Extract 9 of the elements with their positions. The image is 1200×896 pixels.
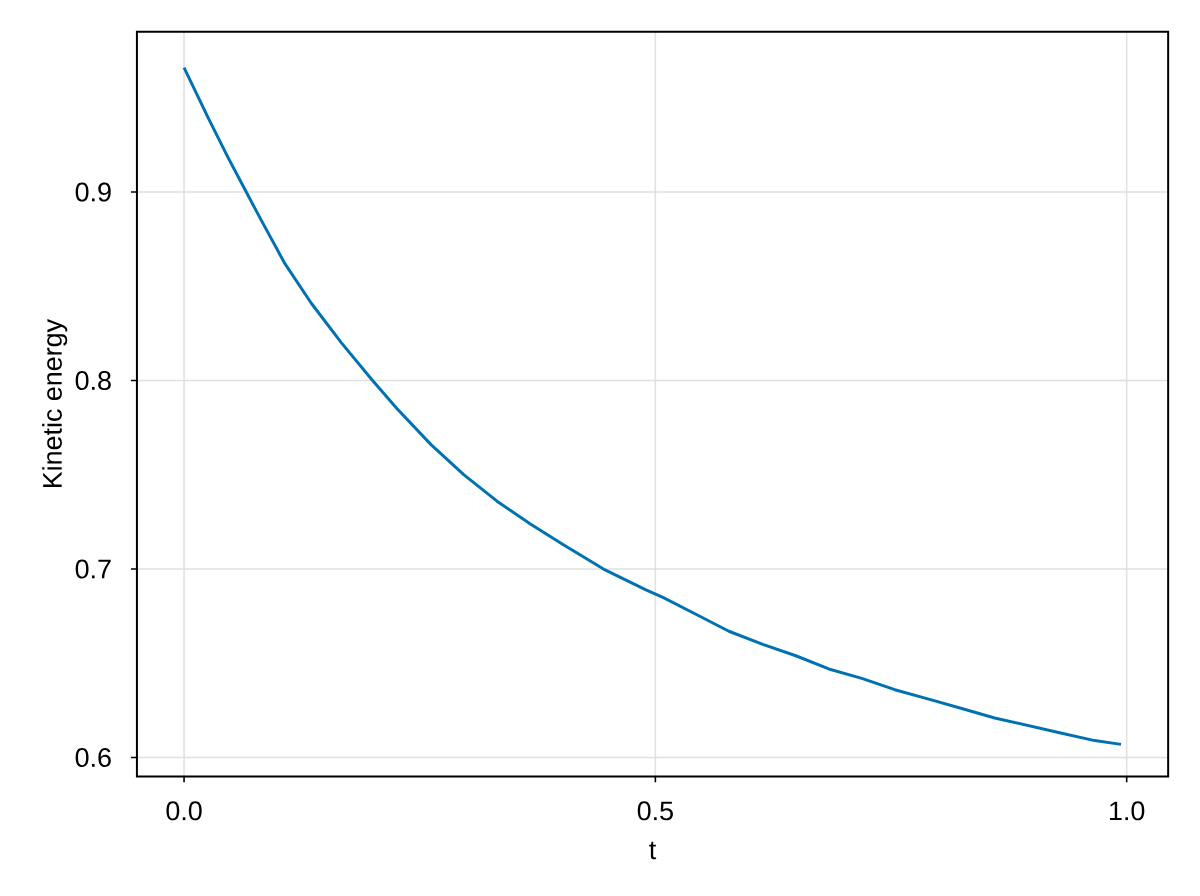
x-axis-title: t [649,841,657,860]
x-tick-label: 0.5 [637,801,673,821]
y-tick-label: 0.7 [75,559,111,579]
y-tick-label: 0.8 [75,371,111,391]
y-tick-label: 0.6 [75,748,111,768]
x-tick-label: 0.0 [166,801,202,821]
y-tick-label: 0.9 [75,182,111,202]
y-axis-title: Kinetic energy [42,319,68,488]
x-tick-label: 1.0 [1110,801,1145,821]
